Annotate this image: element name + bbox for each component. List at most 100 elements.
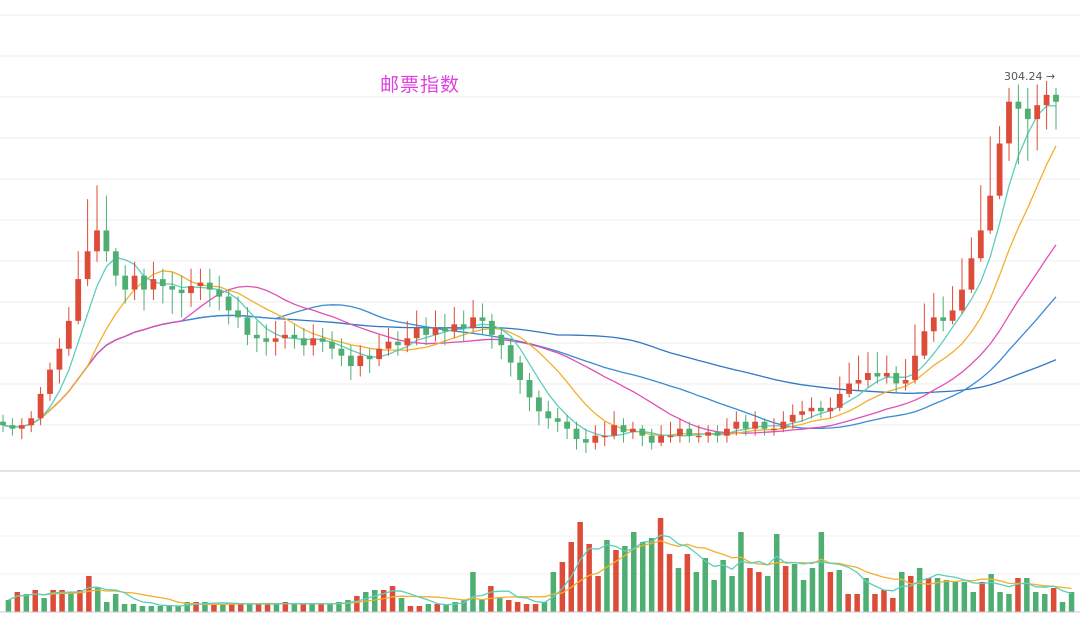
candle-body [272,338,279,342]
chart-title: 邮票指数 [380,74,461,96]
volume-bar [68,592,74,612]
candle-body [357,355,364,367]
candle-body [338,348,345,356]
volume-bar [916,568,923,612]
candle-body [771,428,777,431]
candle-body [1015,101,1022,109]
volume-bar [970,592,976,612]
volume-bar [872,594,878,612]
candle-body [291,334,298,339]
candle-body [75,279,82,321]
volume-bar [398,598,405,612]
volume-bar [908,576,914,612]
candle-body [460,324,467,328]
candle-body [912,355,918,380]
candle-body [56,348,63,370]
volume-bar [282,602,289,612]
volume-bar [184,602,190,612]
volume-bar [246,604,253,612]
volume-bar [934,578,941,612]
volume-bar [863,578,869,612]
volume-bar [14,592,21,612]
candle-body [1053,94,1059,102]
candle-body [263,338,270,342]
candle-body [319,338,326,342]
volume-bar [157,606,164,612]
candle-body [244,317,251,335]
candle-body [648,435,655,443]
candle-body [112,251,119,276]
volume-bar [514,602,521,612]
candle-body [329,341,335,349]
candle-body [695,435,702,438]
candle-body [65,320,72,349]
candle-body [865,373,871,380]
grid-lines [0,14,1080,613]
candle-body [789,414,796,422]
candle-body [573,428,580,440]
volume-bar [1024,578,1030,612]
volume-average-lines [8,534,1072,607]
volume-bar [836,570,842,612]
candle-body [479,317,486,321]
volume-bar [318,604,324,612]
candle-body [855,380,862,384]
candle-body [413,327,420,339]
volume-bar [363,592,369,612]
volume-bar [604,540,610,612]
volume-bar [211,604,217,612]
candles [0,80,1059,454]
volume-bar [380,590,387,612]
volume-bar [139,606,146,612]
volume-bar [166,606,172,612]
volume-bar [461,600,467,612]
candle-body [300,338,307,346]
candle-body [742,421,749,429]
candle-body [968,258,975,290]
volume-bar [666,554,673,612]
volume-bar [631,532,637,612]
volume-bar [336,602,342,612]
candle-body [169,286,176,290]
candle-body [677,428,683,436]
candle-body [47,369,53,394]
volume-bar [532,604,539,612]
candle-body [178,289,185,294]
volume-bar [220,604,226,612]
vol_ma1-line [8,534,1072,607]
candle-body [310,338,317,346]
candle-body [432,327,439,335]
candle-body [366,355,373,360]
volume-bar [550,572,557,612]
volume-bar [890,598,896,612]
volume-bar [5,600,12,612]
volume-bar [827,572,834,612]
candle-body [103,230,110,252]
candle-body [1006,101,1012,144]
candle-body [583,439,589,443]
last-price-label: 304.24 → [1004,70,1056,83]
volume-bar [1015,578,1021,612]
candle-body [235,310,241,318]
volume-bar [809,568,816,612]
candle-body [724,428,730,436]
volume-bar [997,592,1003,612]
volume-bar [756,572,762,612]
candle-body [761,421,768,429]
candle-body [197,282,204,287]
volume-bar [1006,594,1012,612]
volume-bar [774,534,780,612]
volume-bar [255,604,262,612]
candle-body [893,373,900,384]
volume-bar [23,594,30,612]
candle-body [159,279,166,287]
volume-bar [800,580,807,612]
volume-bar [416,606,423,612]
candle-body [827,407,834,412]
candle-body [733,421,740,429]
candle-body [592,435,599,443]
candle-body [37,393,44,419]
candle-body [630,428,636,433]
volume-bar [881,590,887,612]
